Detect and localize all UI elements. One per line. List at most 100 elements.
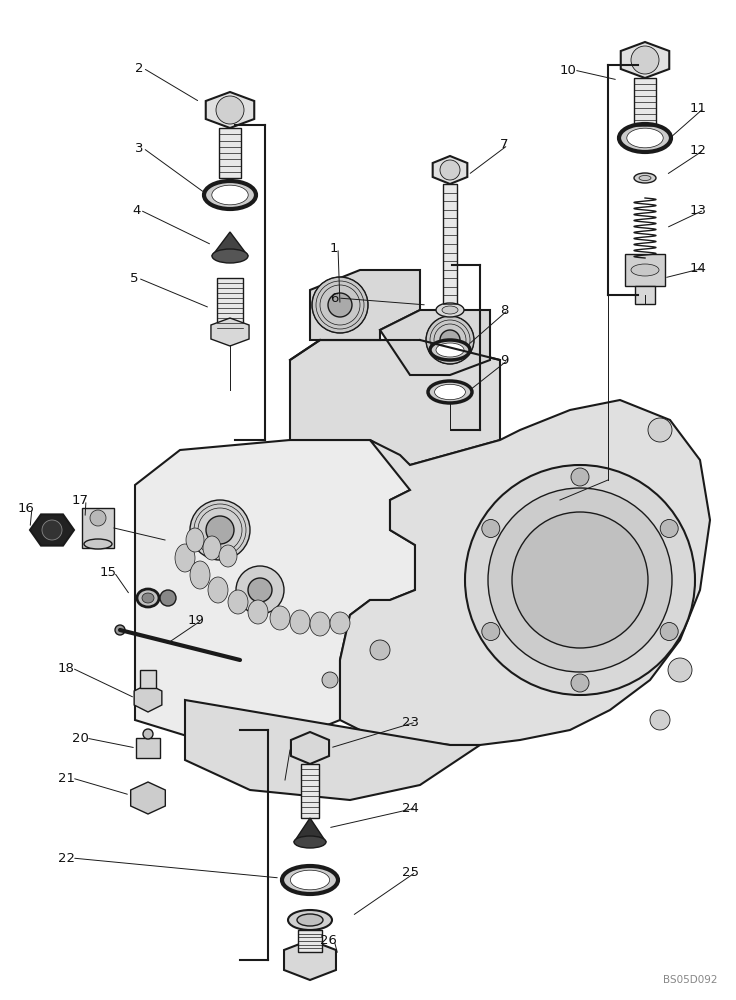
Circle shape <box>143 729 153 739</box>
Circle shape <box>465 465 695 695</box>
Polygon shape <box>206 92 254 128</box>
Ellipse shape <box>208 577 228 603</box>
Circle shape <box>206 516 234 544</box>
Bar <box>298 930 322 952</box>
Text: 23: 23 <box>402 716 419 728</box>
Circle shape <box>440 160 460 180</box>
Circle shape <box>571 468 589 486</box>
Ellipse shape <box>190 561 210 589</box>
Bar <box>443 184 457 304</box>
Circle shape <box>668 658 692 682</box>
Circle shape <box>482 520 500 538</box>
Bar <box>301 764 319 818</box>
Ellipse shape <box>442 306 458 314</box>
Text: 15: 15 <box>100 566 117 578</box>
Ellipse shape <box>294 836 326 848</box>
Ellipse shape <box>330 612 350 634</box>
Bar <box>82 508 114 548</box>
Circle shape <box>236 566 284 614</box>
Text: 11: 11 <box>690 102 707 114</box>
Ellipse shape <box>212 249 248 263</box>
Polygon shape <box>380 310 490 375</box>
Ellipse shape <box>627 128 663 148</box>
Circle shape <box>488 488 672 672</box>
Ellipse shape <box>428 381 472 403</box>
Ellipse shape <box>310 612 330 636</box>
Text: 5: 5 <box>130 271 138 284</box>
Ellipse shape <box>436 303 464 317</box>
Text: 3: 3 <box>135 141 144 154</box>
Text: 16: 16 <box>18 502 35 514</box>
Ellipse shape <box>290 610 310 634</box>
Ellipse shape <box>203 536 221 560</box>
Circle shape <box>426 316 474 364</box>
Ellipse shape <box>282 866 338 894</box>
Polygon shape <box>290 340 500 465</box>
Ellipse shape <box>84 539 112 549</box>
Polygon shape <box>212 232 248 256</box>
Polygon shape <box>340 400 710 745</box>
Text: 22: 22 <box>58 852 75 864</box>
Text: 20: 20 <box>72 732 89 744</box>
Ellipse shape <box>204 181 256 209</box>
Polygon shape <box>620 42 669 78</box>
Polygon shape <box>310 270 420 340</box>
Bar <box>219 128 241 178</box>
Text: 9: 9 <box>500 354 509 366</box>
Bar <box>217 278 243 328</box>
Polygon shape <box>291 732 329 764</box>
Ellipse shape <box>175 544 195 572</box>
Bar <box>136 738 160 758</box>
Text: 18: 18 <box>58 662 75 674</box>
Text: 10: 10 <box>560 64 577 77</box>
Ellipse shape <box>288 910 332 930</box>
Text: 1: 1 <box>330 241 339 254</box>
Ellipse shape <box>430 340 470 360</box>
Polygon shape <box>433 156 467 184</box>
Circle shape <box>571 674 589 692</box>
Ellipse shape <box>619 124 671 152</box>
Ellipse shape <box>291 870 330 890</box>
Polygon shape <box>294 818 326 842</box>
Circle shape <box>660 622 678 641</box>
Polygon shape <box>284 940 336 980</box>
Polygon shape <box>211 318 249 346</box>
Text: 7: 7 <box>500 138 509 151</box>
Circle shape <box>312 277 368 333</box>
Circle shape <box>115 625 125 635</box>
Polygon shape <box>131 782 166 814</box>
Ellipse shape <box>270 606 290 630</box>
Ellipse shape <box>228 590 248 614</box>
Ellipse shape <box>297 914 323 926</box>
Circle shape <box>42 520 62 540</box>
Circle shape <box>482 622 500 641</box>
Polygon shape <box>185 700 480 800</box>
Circle shape <box>648 418 672 442</box>
Circle shape <box>440 330 460 350</box>
Ellipse shape <box>219 545 237 567</box>
Bar <box>635 286 655 304</box>
Circle shape <box>650 710 670 730</box>
Ellipse shape <box>631 264 659 276</box>
Ellipse shape <box>634 173 656 183</box>
Ellipse shape <box>639 176 651 180</box>
Text: 2: 2 <box>135 62 144 75</box>
Text: 14: 14 <box>690 261 707 274</box>
Circle shape <box>160 590 176 606</box>
Text: 4: 4 <box>132 204 141 217</box>
Ellipse shape <box>248 600 268 624</box>
Polygon shape <box>134 684 162 712</box>
Circle shape <box>370 640 390 660</box>
Text: 12: 12 <box>690 143 707 156</box>
Text: 19: 19 <box>188 613 205 626</box>
Text: 13: 13 <box>690 204 707 217</box>
Ellipse shape <box>436 343 464 357</box>
Ellipse shape <box>137 589 159 607</box>
Bar <box>625 254 665 286</box>
Ellipse shape <box>434 384 465 400</box>
Circle shape <box>190 500 250 560</box>
Text: 24: 24 <box>402 802 419 814</box>
Circle shape <box>216 96 244 124</box>
Bar <box>634 78 656 126</box>
Ellipse shape <box>142 593 154 603</box>
